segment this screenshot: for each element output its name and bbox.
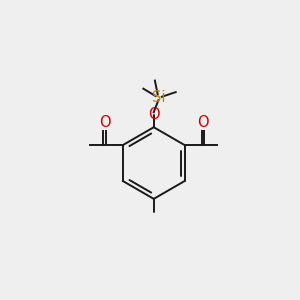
Text: O: O <box>197 115 209 130</box>
Text: O: O <box>148 107 160 122</box>
Text: Si: Si <box>152 90 165 105</box>
Text: O: O <box>99 115 110 130</box>
